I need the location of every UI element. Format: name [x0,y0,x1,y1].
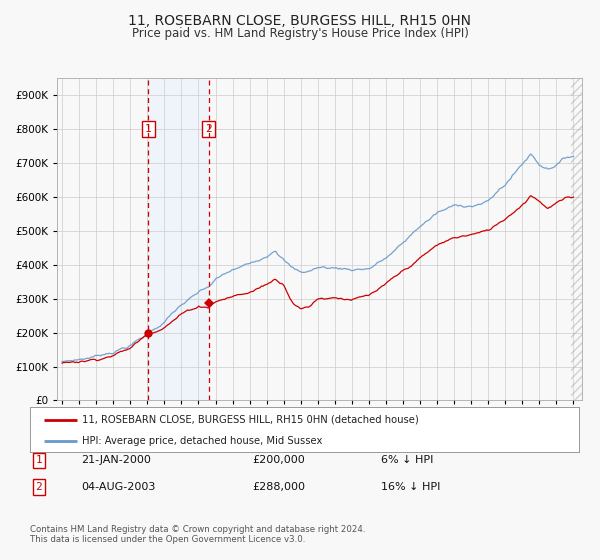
Text: 2: 2 [205,124,212,134]
Text: 04-AUG-2003: 04-AUG-2003 [81,482,155,492]
Text: £200,000: £200,000 [252,455,305,465]
Text: 1: 1 [35,455,43,465]
Text: 6% ↓ HPI: 6% ↓ HPI [381,455,433,465]
Text: 21-JAN-2000: 21-JAN-2000 [81,455,151,465]
Bar [148,78,209,400]
Text: This data is licensed under the Open Government Licence v3.0.: This data is licensed under the Open Gov… [30,535,305,544]
Text: 2: 2 [35,482,43,492]
Text: HPI: Average price, detached house, Mid Sussex: HPI: Average price, detached house, Mid … [82,436,323,446]
Bar [571,78,582,400]
Text: 16% ↓ HPI: 16% ↓ HPI [381,482,440,492]
Text: 1: 1 [145,124,152,134]
Text: 11, ROSEBARN CLOSE, BURGESS HILL, RH15 0HN (detached house): 11, ROSEBARN CLOSE, BURGESS HILL, RH15 0… [82,414,419,424]
Text: Price paid vs. HM Land Registry's House Price Index (HPI): Price paid vs. HM Land Registry's House … [131,27,469,40]
Text: Contains HM Land Registry data © Crown copyright and database right 2024.: Contains HM Land Registry data © Crown c… [30,525,365,534]
Text: £288,000: £288,000 [252,482,305,492]
Text: 11, ROSEBARN CLOSE, BURGESS HILL, RH15 0HN: 11, ROSEBARN CLOSE, BURGESS HILL, RH15 0… [128,14,472,28]
